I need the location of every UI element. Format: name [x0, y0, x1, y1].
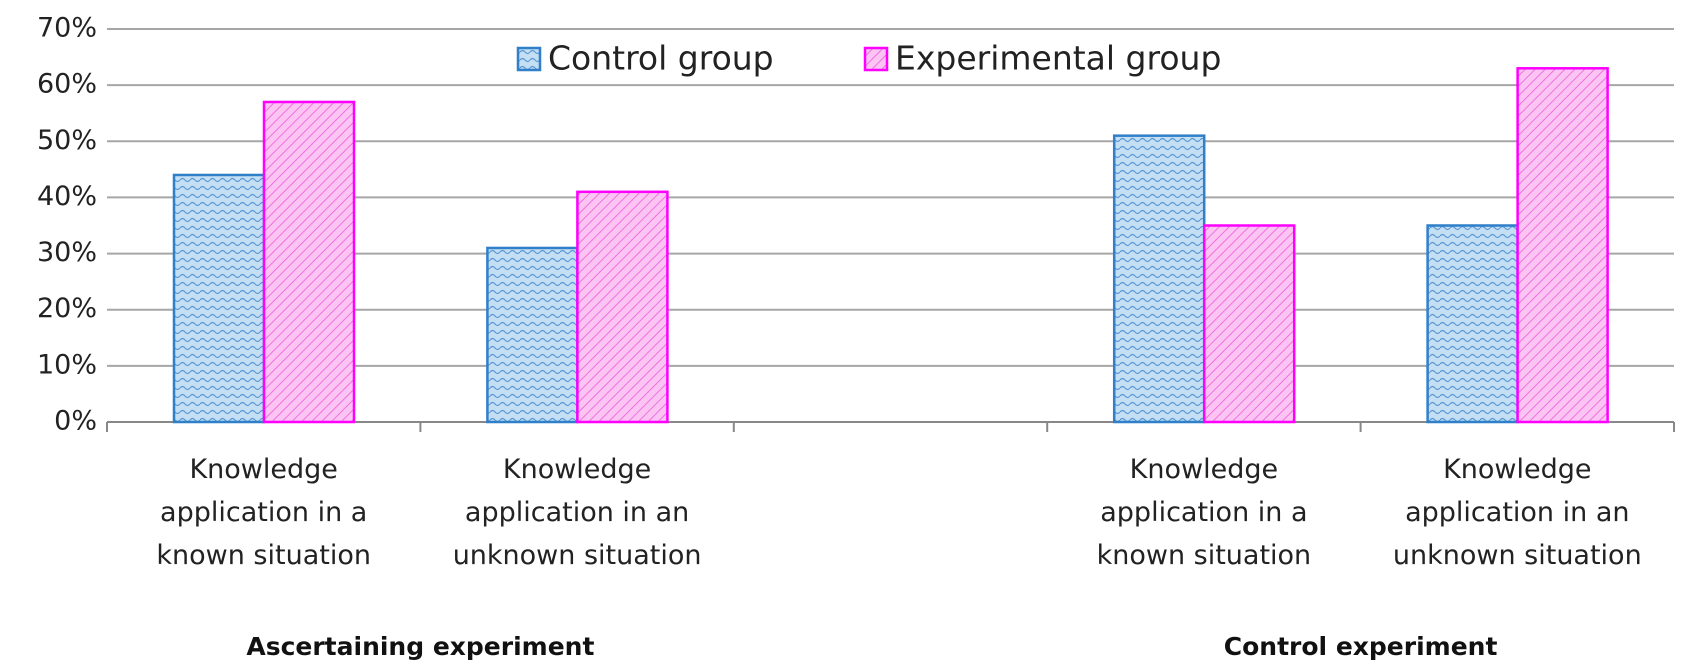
group-label: Control experiment [1223, 632, 1498, 661]
x-tick-label: Knowledge application in a known situati… [1096, 454, 1312, 571]
bar [1516, 67, 1609, 424]
bar [576, 190, 669, 424]
y-tick-label: 10% [37, 349, 97, 380]
bar [1426, 224, 1519, 424]
y-tick-label: 40% [37, 181, 97, 212]
bar [1202, 224, 1296, 424]
x-tick-label: Knowledge application in an unknown situ… [1392, 454, 1642, 571]
legend-swatch [516, 46, 542, 72]
bar [172, 173, 266, 424]
bar [1112, 134, 1206, 424]
legend-label: Control group [548, 39, 774, 78]
y-tick-label: 60% [37, 69, 97, 100]
y-tick-label: 30% [37, 237, 97, 268]
legend-label: Experimental group [895, 39, 1221, 78]
bar [486, 246, 579, 424]
bar [262, 100, 356, 424]
x-tick-label: Knowledge application in a known situati… [156, 454, 371, 571]
group-label: Ascertaining experiment [246, 632, 595, 661]
x-tick-label: Knowledge application in an unknown situ… [452, 454, 702, 571]
y-tick-label: 0% [54, 406, 97, 437]
legend-swatch [863, 46, 889, 72]
y-tick-label: 20% [37, 293, 97, 324]
y-tick-label: 50% [37, 125, 97, 156]
y-tick-label: 70% [37, 13, 97, 44]
